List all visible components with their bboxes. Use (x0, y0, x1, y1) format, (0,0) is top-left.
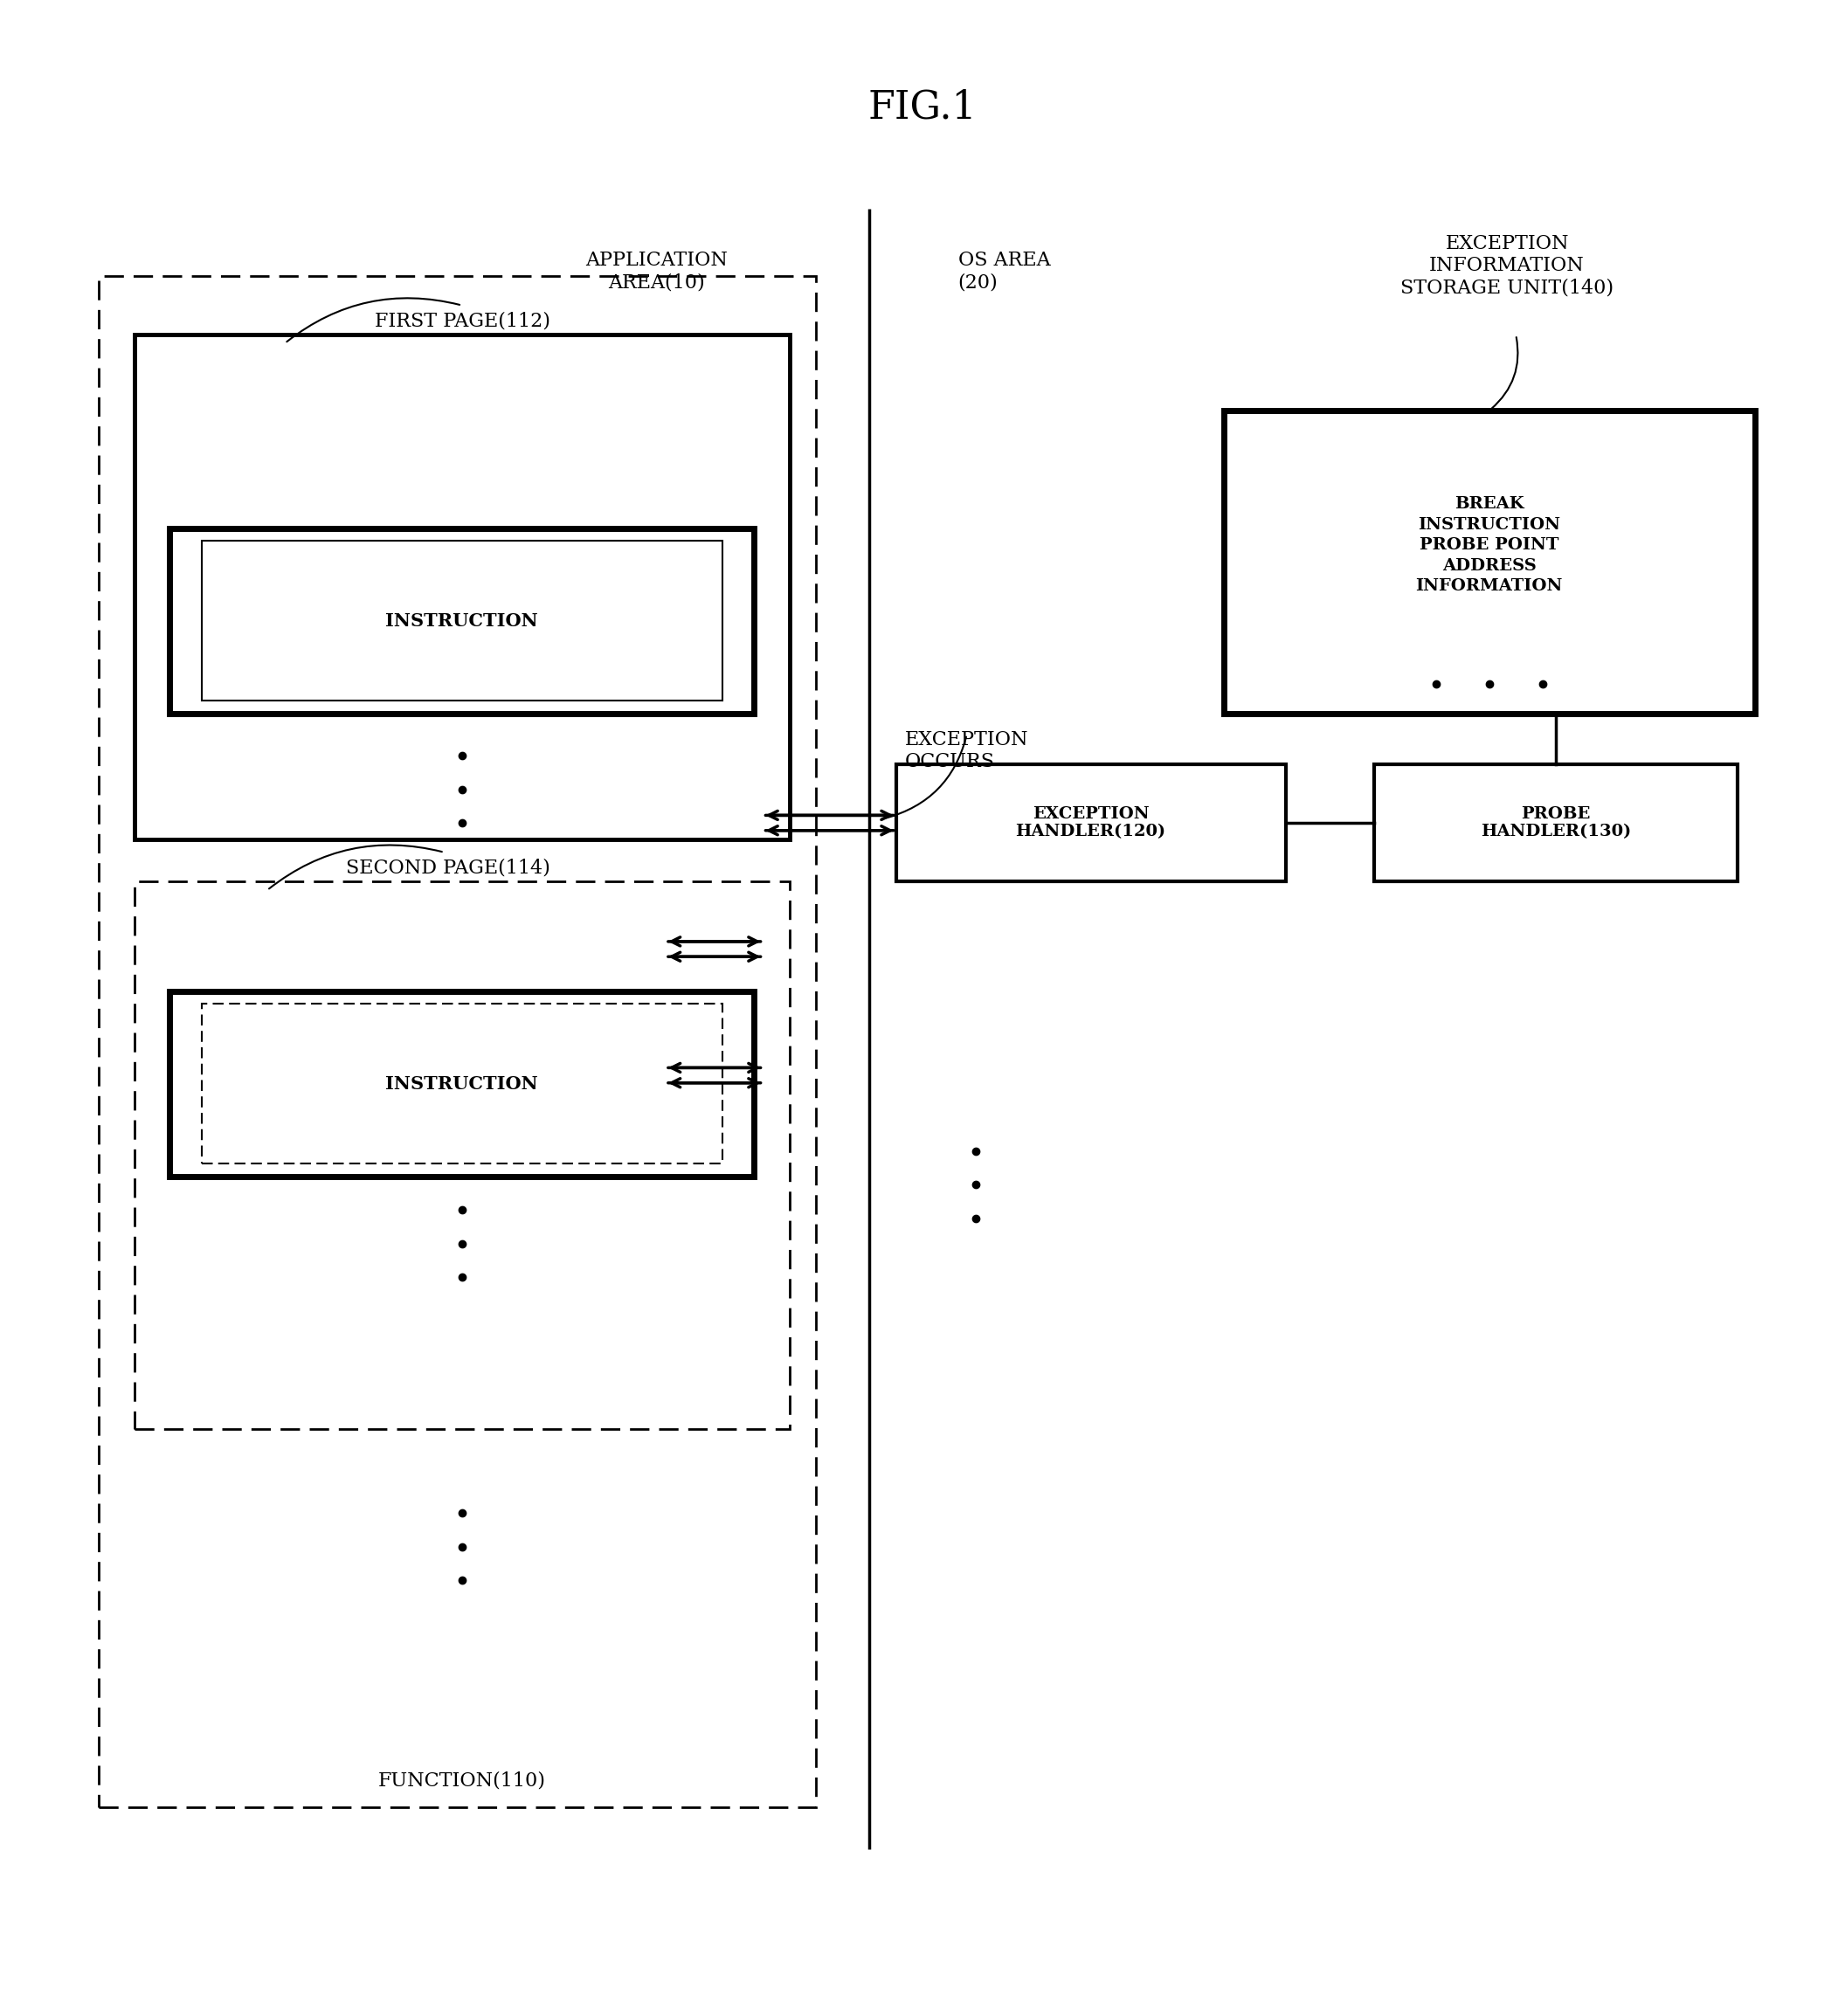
Text: INSTRUCTION: INSTRUCTION (386, 613, 539, 629)
Bar (170, 528, 755, 714)
Bar (135, 335, 790, 841)
Text: EXCEPTION
INFORMATION
STORAGE UNIT(140): EXCEPTION INFORMATION STORAGE UNIT(140) (1400, 234, 1614, 298)
Bar (100, 276, 815, 1808)
Bar (170, 992, 755, 1175)
Bar (1375, 764, 1738, 881)
Text: PROBE
HANDLER(130): PROBE HANDLER(130) (1480, 806, 1631, 841)
Bar (1223, 411, 1755, 714)
Text: APPLICATION
AREA(10): APPLICATION AREA(10) (585, 250, 729, 292)
Bar (897, 764, 1286, 881)
Text: EXCEPTION
HANDLER(120): EXCEPTION HANDLER(120) (1015, 806, 1166, 841)
Text: INSTRUCTION: INSTRUCTION (386, 1075, 539, 1093)
Bar (201, 1004, 723, 1163)
Text: SECOND PAGE(114): SECOND PAGE(114) (347, 859, 550, 877)
Text: OS AREA
(20): OS AREA (20) (958, 250, 1050, 292)
Text: FIRST PAGE(112): FIRST PAGE(112) (375, 310, 550, 331)
Text: FIG.1: FIG.1 (867, 89, 978, 127)
Text: BREAK
INSTRUCTION
PROBE POINT
ADDRESS
INFORMATION: BREAK INSTRUCTION PROBE POINT ADDRESS IN… (1415, 496, 1563, 595)
Bar (135, 881, 790, 1429)
Bar (201, 540, 723, 702)
Text: EXCEPTION
OCCURS: EXCEPTION OCCURS (904, 730, 1028, 772)
Text: FUNCTION(110): FUNCTION(110) (378, 1772, 546, 1790)
